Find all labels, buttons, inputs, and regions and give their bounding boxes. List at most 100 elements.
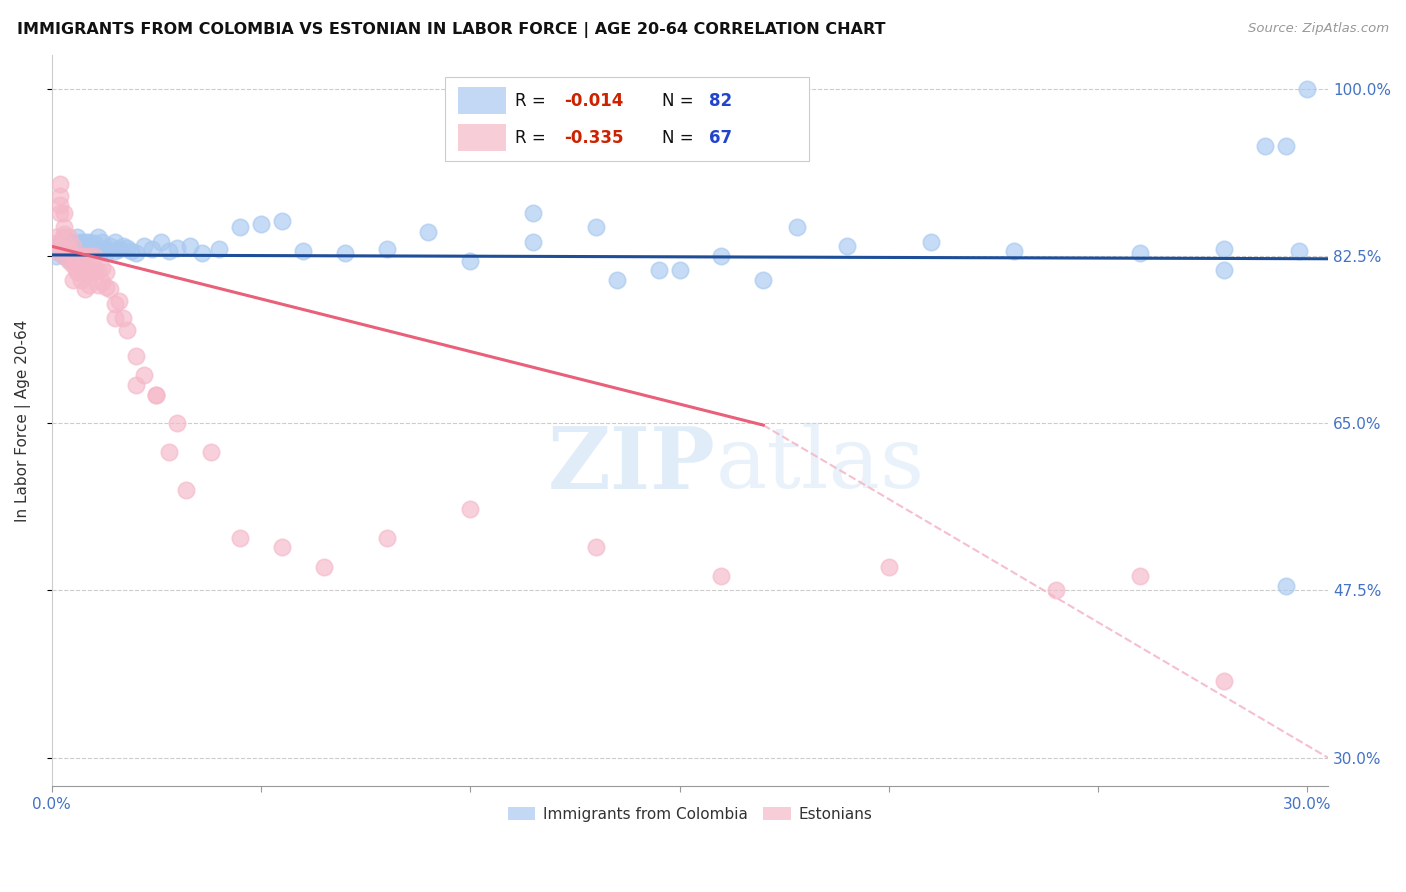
Point <box>83 244 105 259</box>
Point <box>70 242 93 256</box>
Point <box>647 263 669 277</box>
Point <box>710 569 733 583</box>
Point <box>104 235 127 249</box>
Point <box>62 246 84 260</box>
Text: R =: R = <box>515 92 551 110</box>
Point <box>49 198 72 212</box>
Point <box>710 249 733 263</box>
Point <box>333 246 356 260</box>
Point <box>75 282 97 296</box>
Point <box>58 252 80 266</box>
Point <box>100 239 122 253</box>
Point <box>124 349 146 363</box>
Point <box>91 275 114 289</box>
Point <box>66 265 89 279</box>
Point <box>132 239 155 253</box>
Point <box>1045 583 1067 598</box>
Point <box>49 188 72 202</box>
Point <box>1254 139 1277 153</box>
Point <box>45 239 67 253</box>
Point <box>66 249 89 263</box>
Point <box>250 218 273 232</box>
Point <box>62 259 84 273</box>
Point <box>83 249 105 263</box>
Point <box>157 445 180 459</box>
Point <box>124 246 146 260</box>
Point <box>522 235 544 249</box>
Point <box>145 387 167 401</box>
Point <box>79 277 101 292</box>
Point <box>291 244 314 259</box>
Point <box>70 265 93 279</box>
Point <box>1129 246 1152 260</box>
Point <box>53 206 76 220</box>
Point <box>62 253 84 268</box>
Point <box>83 263 105 277</box>
Point <box>166 416 188 430</box>
Point <box>375 242 398 256</box>
Point <box>208 242 231 256</box>
Point <box>111 311 134 326</box>
Point <box>752 273 775 287</box>
Point <box>91 244 114 259</box>
Point <box>53 220 76 235</box>
Point <box>49 206 72 220</box>
Point <box>58 229 80 244</box>
Point <box>96 265 118 279</box>
Point <box>83 265 105 279</box>
Point <box>58 235 80 249</box>
Point <box>104 244 127 259</box>
Point <box>49 235 72 249</box>
Point <box>62 235 84 249</box>
Point <box>100 282 122 296</box>
Text: 67: 67 <box>709 128 733 146</box>
Point <box>75 235 97 249</box>
Point <box>786 220 808 235</box>
Y-axis label: In Labor Force | Age 20-64: In Labor Force | Age 20-64 <box>15 319 31 522</box>
Point <box>174 483 197 497</box>
Point <box>96 242 118 256</box>
Point <box>75 249 97 263</box>
Point <box>53 235 76 249</box>
Point <box>166 241 188 255</box>
Point <box>1212 242 1234 256</box>
Text: N =: N = <box>662 128 699 146</box>
FancyBboxPatch shape <box>458 124 506 151</box>
Point <box>58 236 80 251</box>
Point <box>79 265 101 279</box>
Point <box>145 387 167 401</box>
Point <box>229 220 252 235</box>
Point <box>87 277 110 292</box>
Point <box>141 242 163 256</box>
Point <box>920 235 942 249</box>
Point <box>66 244 89 259</box>
Point <box>70 235 93 249</box>
Point <box>115 241 138 255</box>
Point <box>522 206 544 220</box>
Point <box>45 229 67 244</box>
Point <box>96 280 118 294</box>
Point <box>45 249 67 263</box>
Point <box>75 246 97 260</box>
Point <box>58 253 80 268</box>
Point <box>87 229 110 244</box>
Point <box>49 242 72 256</box>
Point <box>62 239 84 253</box>
Point <box>1212 263 1234 277</box>
Text: IMMIGRANTS FROM COLOMBIA VS ESTONIAN IN LABOR FORCE | AGE 20-64 CORRELATION CHAR: IMMIGRANTS FROM COLOMBIA VS ESTONIAN IN … <box>17 22 886 38</box>
Point <box>458 253 481 268</box>
Point <box>312 559 335 574</box>
Text: -0.014: -0.014 <box>564 92 623 110</box>
Point <box>107 293 129 308</box>
Point <box>87 263 110 277</box>
Text: R =: R = <box>515 128 551 146</box>
Point <box>45 236 67 251</box>
Point <box>104 296 127 310</box>
Point <box>66 229 89 244</box>
Point <box>49 246 72 260</box>
Text: 82: 82 <box>709 92 733 110</box>
Point <box>200 445 222 459</box>
Point <box>157 244 180 259</box>
FancyBboxPatch shape <box>444 77 808 161</box>
Point <box>107 242 129 256</box>
